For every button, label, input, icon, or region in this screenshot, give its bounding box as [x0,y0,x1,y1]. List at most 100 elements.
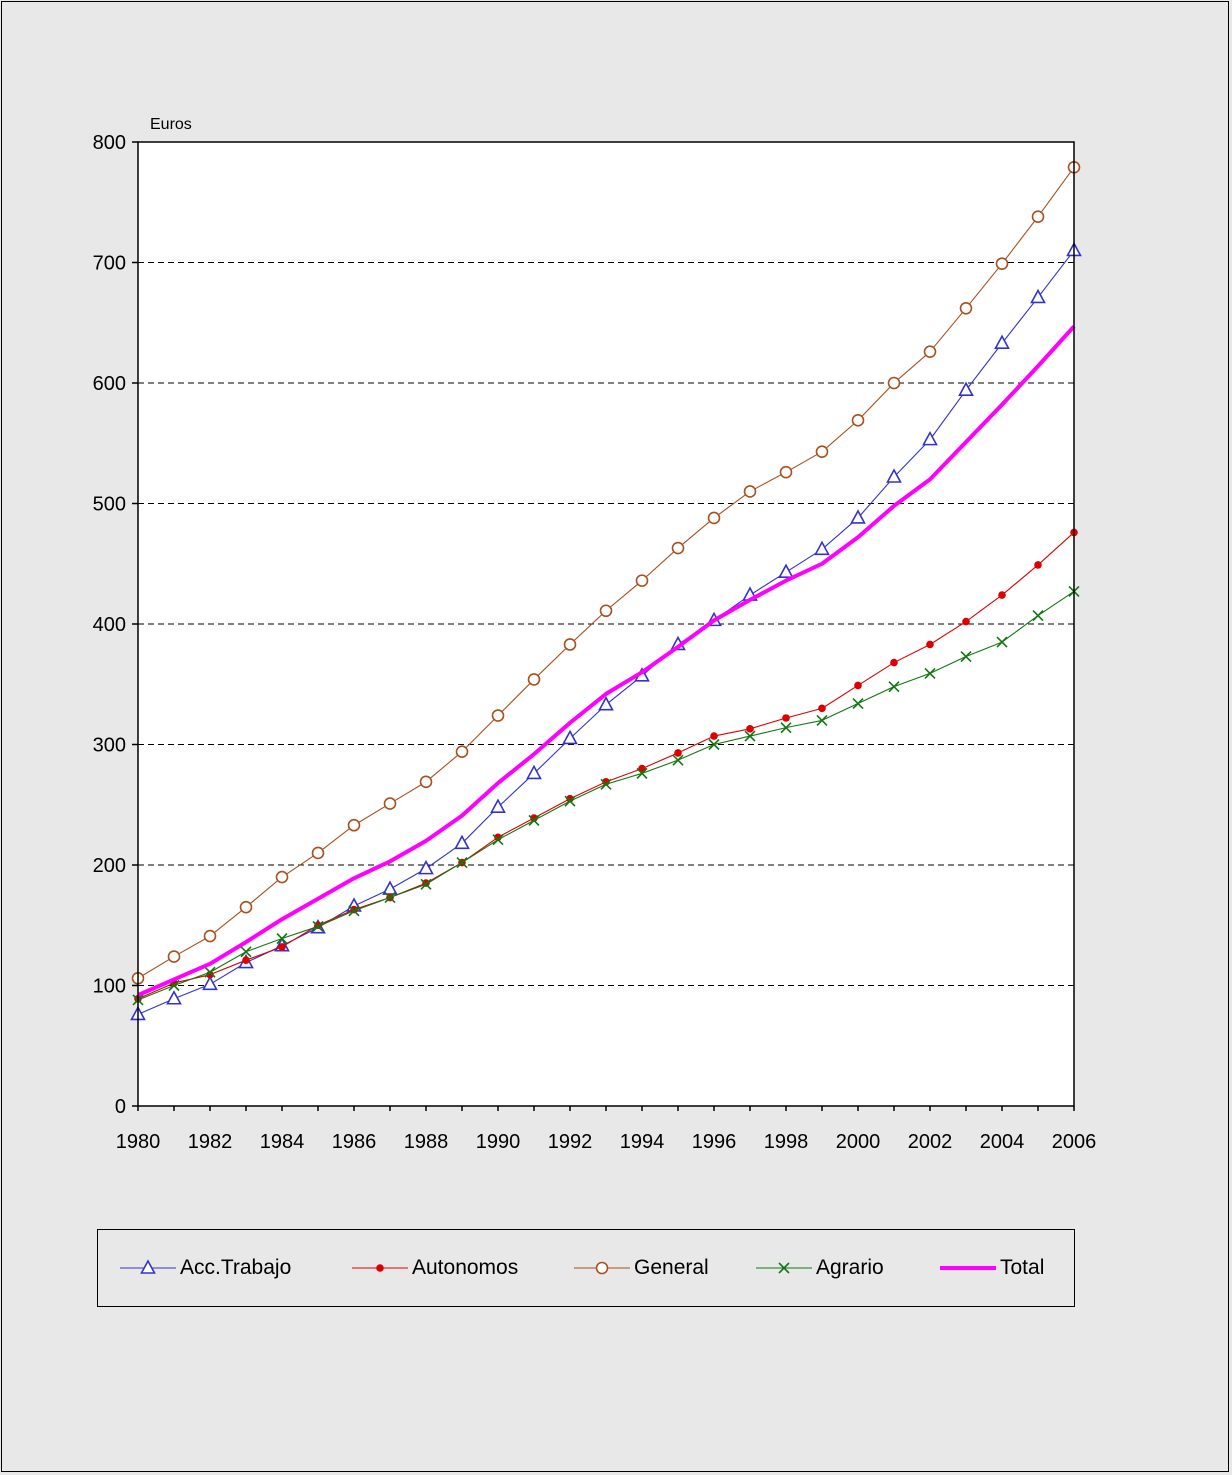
data-point-general [383,797,397,810]
data-point-general [995,257,1009,271]
series-general [131,161,1081,985]
data-point-acc-trabajo [850,509,866,524]
legend-swatch-general [574,1261,630,1275]
data-point-general [455,745,469,759]
x-tick-label: 1998 [764,1131,809,1153]
x-tick-label: 1992 [548,1131,593,1153]
data-point-acc-trabajo [166,990,182,1005]
data-point-general [851,414,865,427]
data-point-agrario [384,891,396,904]
legend-marker [376,1264,384,1272]
series-layer [130,161,1082,1021]
x-tick-label: 1980 [116,1131,161,1153]
data-point-general [167,950,181,963]
legend: Acc.Trabajo Autonomos General Agrario Total [97,1229,1075,1307]
data-point-general [275,870,289,884]
y-axis-unit-label: Euros [150,116,192,133]
y-tick-label: 800 [93,132,126,154]
data-point-autonomos [242,956,250,964]
data-point-general [599,604,613,618]
y-tick-label: 700 [93,253,126,275]
data-point-general [923,345,937,358]
data-point-acc-trabajo [1030,288,1046,304]
data-point-agrario [348,905,360,917]
x-tick-label: 1990 [476,1131,521,1153]
legend-marker [140,1259,156,1274]
data-point-agrario [420,878,432,890]
data-point-autonomos [278,943,286,951]
data-point-acc-trabajo [994,334,1010,350]
data-point-general [491,709,505,722]
data-point-agrario [204,966,216,978]
data-point-autonomos [890,658,898,667]
data-point-acc-trabajo [922,430,938,446]
legend-swatch-acc-trabajo [120,1259,176,1274]
legend-label: Agrario [816,1256,884,1279]
y-tick-label: 200 [93,855,126,877]
x-tick-label: 1982 [188,1131,233,1153]
legend-swatch-agrario [756,1262,812,1274]
data-point-agrario [780,722,792,734]
data-point-agrario [636,767,648,779]
data-point-general [563,638,577,651]
data-point-agrario [492,834,504,846]
y-tick-label: 300 [93,735,126,757]
data-point-autonomos [710,732,718,740]
data-point-acc-trabajo [958,381,974,397]
x-tick-label: 2002 [908,1131,953,1153]
x-tick-label: 1994 [620,1131,665,1153]
legend-label: Autonomos [412,1256,519,1279]
data-point-agrario [276,932,288,945]
data-point-acc-trabajo [418,859,434,875]
data-point-agrario [600,778,612,790]
data-point-agrario [312,920,324,933]
data-point-autonomos [746,725,754,733]
data-point-acc-trabajo [814,540,830,556]
data-point-general [203,929,217,943]
data-point-acc-trabajo [562,729,578,745]
legend-swatch-total [940,1266,996,1270]
data-point-acc-trabajo [778,563,794,578]
data-point-agrario [564,795,576,807]
data-point-general [743,485,757,498]
data-point-autonomos [782,714,790,722]
series-line-total [137,325,1076,997]
y-tick-label: 500 [93,494,126,516]
data-point-acc-trabajo [526,764,542,780]
legend-marker [595,1261,609,1275]
x-tick-label: 2000 [836,1131,881,1153]
legend-label: Acc.Trabajo [180,1256,292,1279]
data-point-general [707,511,721,525]
data-point-autonomos [998,591,1006,599]
data-point-agrario [924,667,936,679]
legend-label: Total [1000,1256,1045,1279]
y-tick-label: 0 [115,1096,126,1118]
x-tick-label: 1984 [260,1131,305,1153]
series-total [137,325,1076,997]
legend-item-total: Total [938,1230,1044,1306]
data-point-acc-trabajo [202,975,218,991]
data-point-general [527,673,541,686]
legend-label: General [634,1256,709,1279]
y-tick-label: 100 [93,976,126,998]
legend-item-acc-trabajo: Acc.Trabajo [118,1230,291,1306]
data-point-autonomos [962,617,970,626]
legend-item-general: General [572,1230,709,1306]
data-point-general [779,465,793,479]
y-tick-label: 400 [93,614,126,636]
axes: 0 100 200 300 400 500 600 700 800 1980 1982 1984 198… [93,132,1097,1153]
data-point-general [959,301,973,315]
data-point-agrario [672,754,684,766]
data-point-general [419,775,433,789]
legend-item-autonomos: Autonomos [350,1230,518,1306]
data-point-agrario [240,946,252,958]
data-point-general [887,376,901,390]
data-point-agrario [1032,609,1044,622]
data-point-acc-trabajo [454,834,470,850]
data-point-acc-trabajo [598,696,614,711]
data-point-agrario [456,857,468,869]
x-tick-label: 2004 [980,1131,1025,1153]
data-point-agrario [888,681,900,693]
data-point-autonomos [926,640,934,649]
data-point-autonomos [1034,561,1042,569]
